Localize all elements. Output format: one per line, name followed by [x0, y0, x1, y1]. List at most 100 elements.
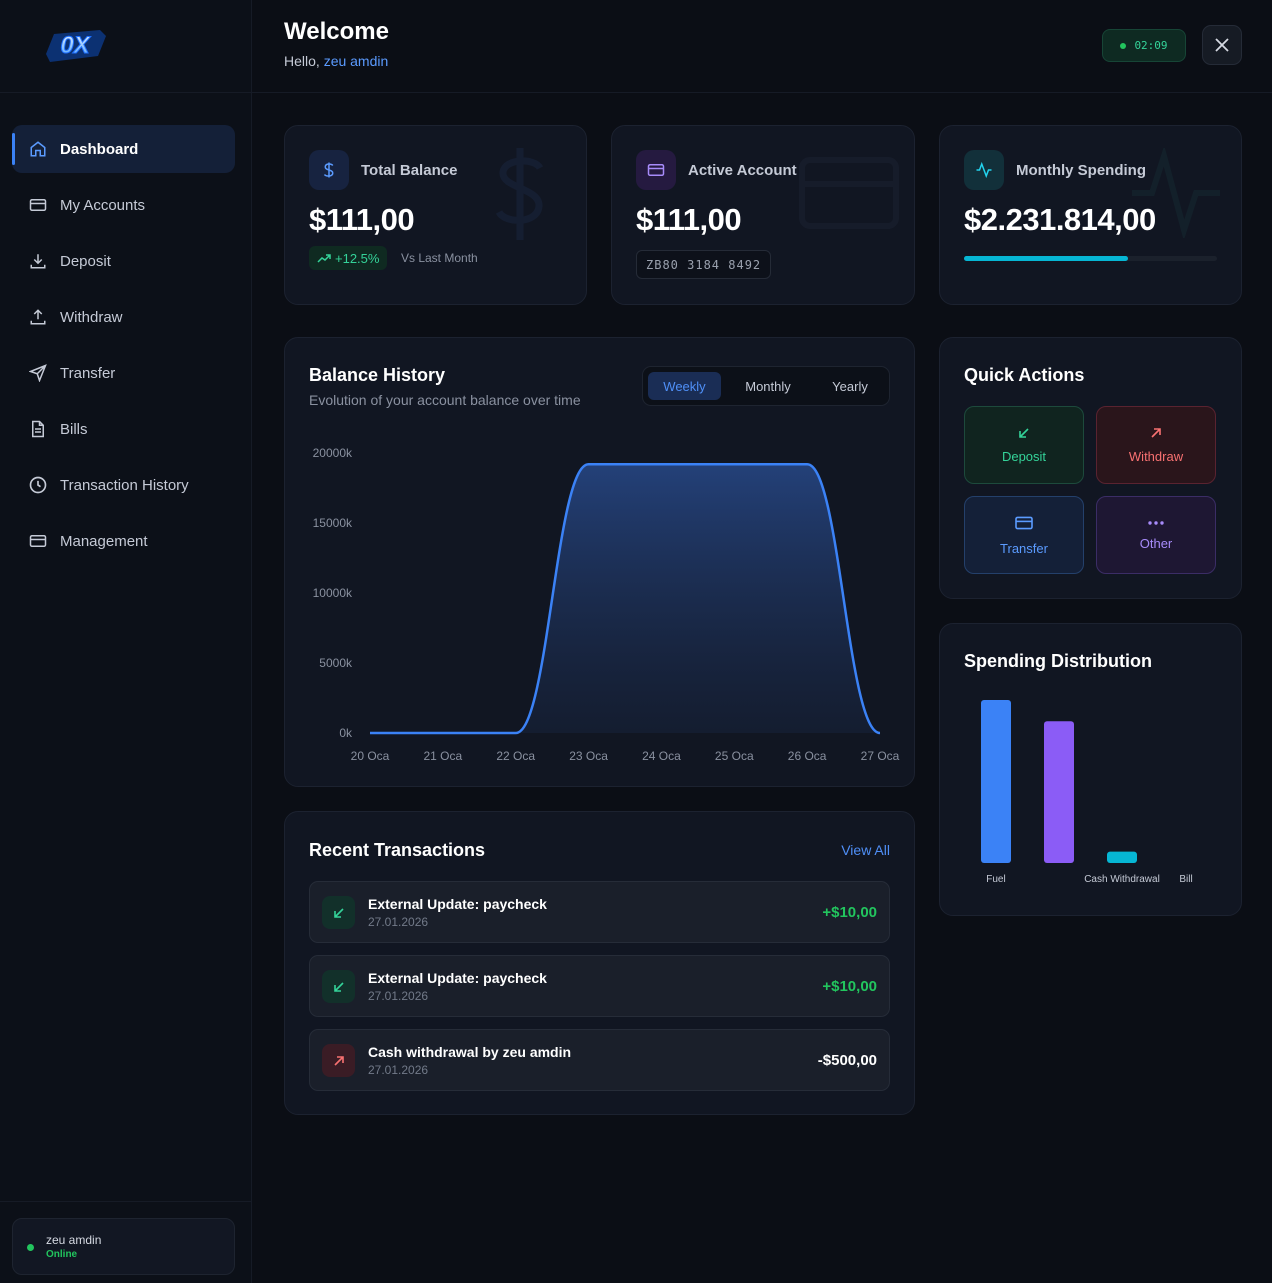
stat-value: $2.231.814,00 — [964, 202, 1156, 237]
transaction-title: External Update: paycheck — [368, 896, 547, 912]
sidebar-item-transaction-history[interactable]: Transaction History — [12, 461, 235, 509]
timer-status-dot — [1120, 42, 1127, 49]
account-number[interactable]: ZB80 3184 8492 — [636, 250, 772, 279]
section-title: Spending Distribution — [964, 651, 1152, 671]
distribution-label: Fuel — [986, 874, 1005, 885]
sidebar-item-label: Management — [60, 532, 148, 550]
activity-watermark-icon — [1132, 148, 1220, 238]
change-badge: +12.5% — [309, 246, 388, 270]
sidebar-item-my-accounts[interactable]: My Accounts — [12, 181, 235, 229]
svg-text:0X: 0X — [60, 32, 91, 59]
view-all-link[interactable]: View All — [841, 842, 890, 858]
sidebar-item-bills[interactable]: Bills — [12, 405, 235, 453]
stat-label: Total Balance — [361, 162, 458, 179]
sidebar: 0X Dashboard My Accounts Deposit With — [0, 0, 252, 1283]
sidebar-item-withdraw[interactable]: Withdraw — [12, 293, 235, 341]
transaction-title: Cash withdrawal by zeu amdin — [368, 1044, 572, 1060]
stat-value: $111,00 — [636, 202, 742, 237]
change-value: +12.5% — [335, 250, 380, 266]
distribution-bar[interactable] — [1044, 721, 1074, 863]
home-icon — [28, 139, 48, 159]
spending-progress-fill — [964, 256, 1129, 261]
sidebar-item-transfer[interactable]: Transfer — [12, 349, 235, 397]
download-icon — [28, 251, 48, 271]
quick-other-button[interactable]: Other — [1096, 496, 1216, 574]
transaction-date: 27.01.2026 — [368, 1063, 429, 1077]
distribution-label: Cash Withdrawal — [1084, 874, 1160, 885]
balance-history-chart: 0k 5000k 10000k 15000k 20000k 20 Oca 21 Oca 22 … — [313, 446, 900, 763]
sidebar-nav: Dashboard My Accounts Deposit Withdraw T… — [12, 125, 235, 573]
spending-progress-bar — [964, 256, 1217, 261]
page-title: Welcome — [284, 18, 389, 45]
stat-label: Active Account — [688, 162, 797, 179]
distribution-bar[interactable] — [981, 700, 1011, 863]
sidebar-item-label: Dashboard — [60, 140, 139, 158]
greeting-text: Hello, — [284, 53, 320, 69]
transaction-row[interactable]: External Update: paycheck 27.01.2026 +$1… — [309, 955, 890, 1017]
more-dots-icon — [1148, 520, 1164, 525]
section-title: Recent Transactions — [309, 840, 486, 860]
card-watermark-icon — [799, 157, 899, 229]
tab-yearly[interactable]: Yearly — [832, 378, 868, 394]
quick-deposit-button[interactable]: Deposit — [964, 406, 1084, 484]
quick-withdraw-button[interactable]: Withdraw — [1096, 406, 1216, 484]
quick-action-label: Withdraw — [1128, 448, 1184, 464]
card-icon — [636, 150, 676, 190]
balance-area-fill — [370, 464, 880, 733]
tab-monthly[interactable]: Monthly — [745, 378, 791, 394]
sidebar-item-dashboard[interactable]: Dashboard — [12, 125, 235, 173]
balance-history-card: Balance History Evolution of your accoun… — [284, 337, 915, 787]
logo-area: 0X — [0, 0, 251, 93]
period-tabs: Weekly Monthly Yearly — [642, 366, 890, 406]
arrow-down-left-icon — [322, 970, 355, 1003]
transaction-title: External Update: paycheck — [368, 970, 547, 986]
transaction-date: 27.01.2026 — [368, 915, 429, 929]
transaction-amount: +$10,00 — [822, 904, 877, 921]
transaction-row[interactable]: Cash withdrawal by zeu amdin 27.01.2026 … — [309, 1029, 890, 1091]
dollar-icon — [309, 150, 349, 190]
recent-transactions-card: Recent Transactions View All External Up… — [284, 811, 915, 1115]
sidebar-item-label: Bills — [60, 420, 88, 438]
send-icon — [28, 363, 48, 383]
y-tick-label: 5000k — [319, 656, 353, 670]
quick-action-label: Other — [1139, 535, 1173, 551]
sidebar-item-management[interactable]: Management — [12, 517, 235, 565]
y-tick-label: 10000k — [313, 586, 353, 600]
x-tick-label: 22 Oca — [496, 749, 535, 763]
activity-icon — [964, 150, 1004, 190]
brand-logo[interactable]: 0X — [40, 24, 110, 66]
sidebar-item-label: Deposit — [60, 252, 111, 270]
x-tick-label: 27 Oca — [861, 749, 900, 763]
arrow-down-left-icon — [1019, 427, 1029, 438]
arrow-up-right-icon — [322, 1044, 355, 1077]
user-card[interactable]: zeu amdin Online — [12, 1218, 235, 1275]
close-icon — [1215, 38, 1229, 52]
stat-value: $111,00 — [309, 202, 415, 237]
session-timer: 02:09 — [1102, 29, 1186, 62]
transaction-amount: -$500,00 — [817, 1052, 877, 1069]
total-balance-card: Total Balance $111,00 +12.5% Vs Last Mon… — [284, 125, 587, 305]
trend-up-icon — [317, 254, 331, 263]
card-icon — [1015, 516, 1033, 529]
distribution-bar[interactable] — [1107, 851, 1137, 863]
monthly-spending-card: Monthly Spending $2.231.814,00 — [939, 125, 1242, 305]
transaction-row[interactable]: External Update: paycheck 27.01.2026 +$1… — [309, 881, 890, 943]
sidebar-item-label: Withdraw — [60, 308, 123, 326]
stat-label: Monthly Spending — [1016, 162, 1146, 179]
user-name: zeu amdin — [46, 1233, 102, 1247]
upload-icon — [28, 307, 48, 327]
transaction-amount: +$10,00 — [822, 978, 877, 995]
arrow-up-right-icon — [1151, 427, 1161, 438]
sidebar-item-label: Transaction History — [60, 476, 189, 494]
quick-action-label: Deposit — [1001, 448, 1047, 464]
section-subtitle: Evolution of your account balance over t… — [309, 392, 581, 408]
quick-actions-card: Quick Actions Deposit Withdraw Transfer … — [939, 337, 1242, 599]
sidebar-item-deposit[interactable]: Deposit — [12, 237, 235, 285]
x-tick-label: 20 Oca — [351, 749, 390, 763]
quick-transfer-button[interactable]: Transfer — [964, 496, 1084, 574]
greeting: Hello, zeu amdin — [284, 53, 388, 69]
transaction-date: 27.01.2026 — [368, 989, 429, 1003]
clock-icon — [28, 475, 48, 495]
close-button[interactable] — [1202, 25, 1242, 65]
tab-weekly[interactable]: Weekly — [648, 372, 721, 400]
